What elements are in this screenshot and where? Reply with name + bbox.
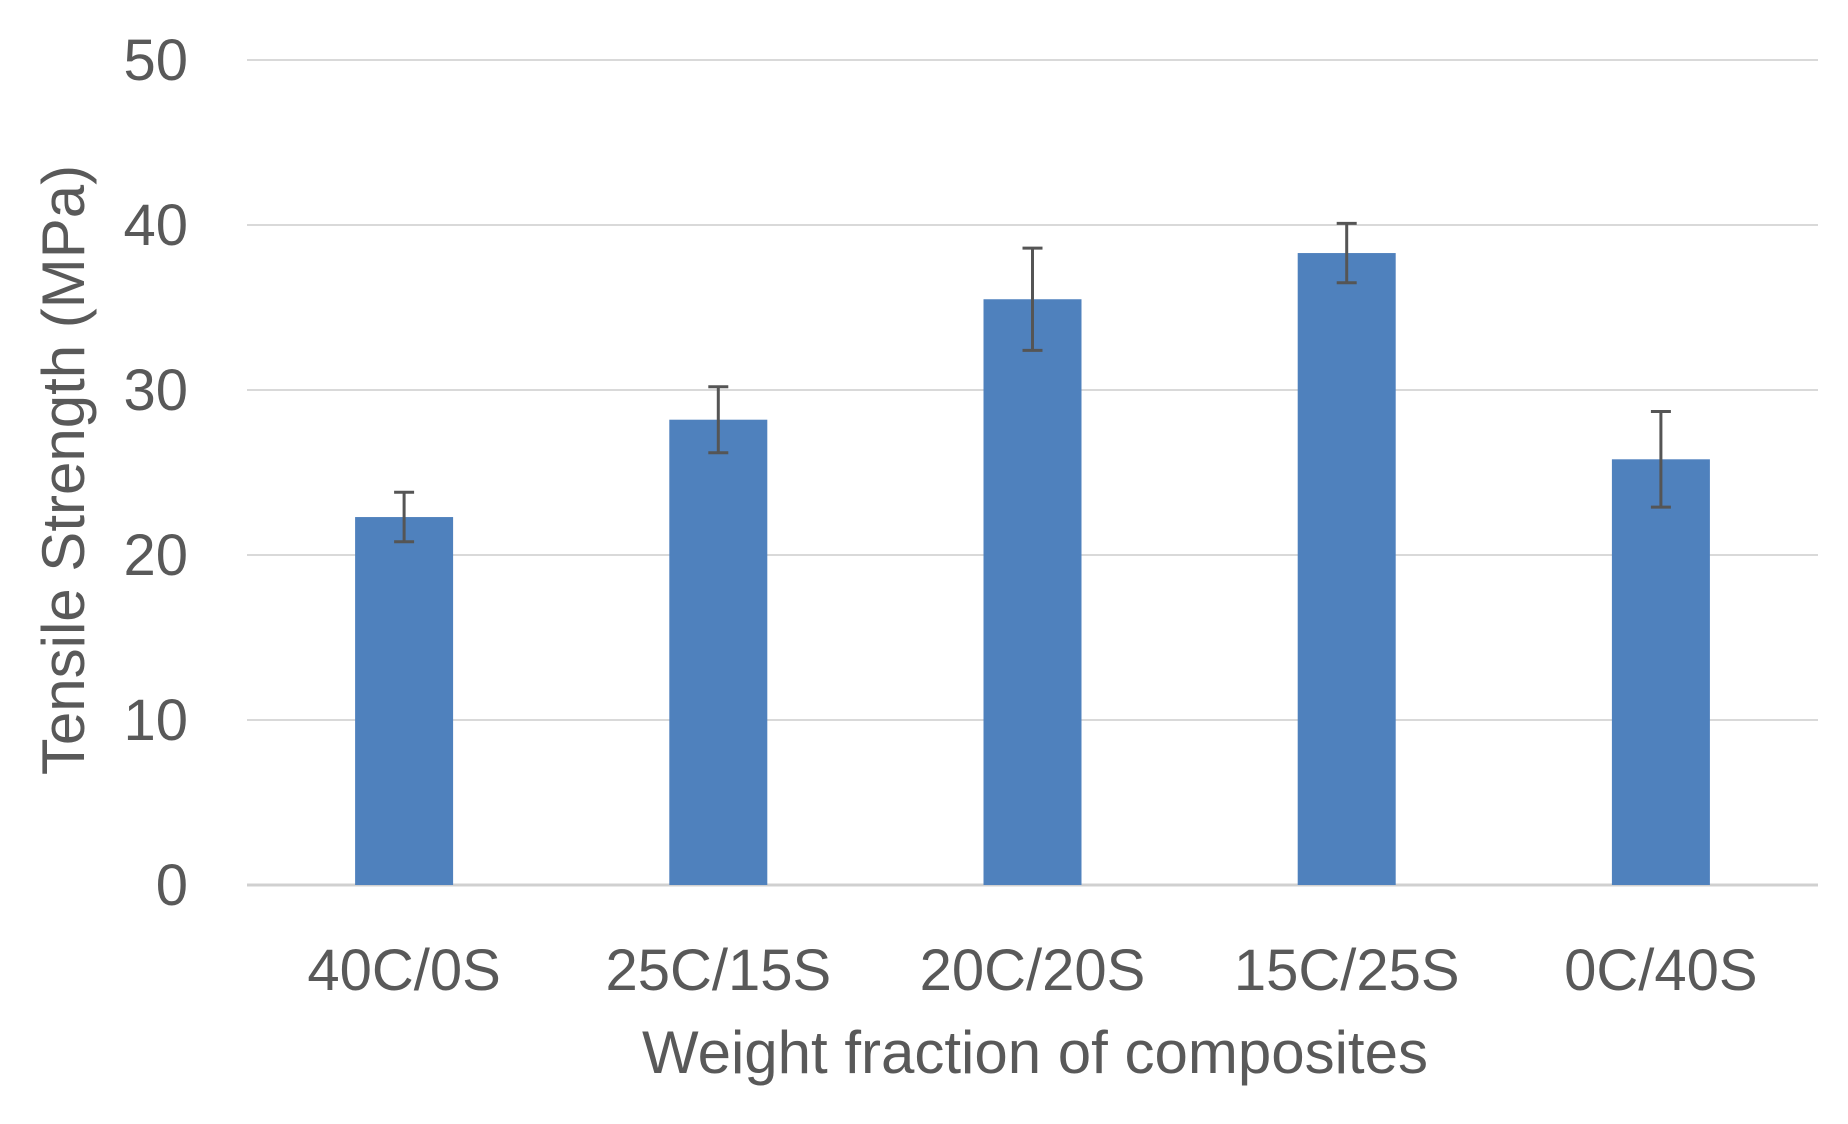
bar [1611, 459, 1710, 885]
error-bar [1336, 221, 1357, 285]
y-tick-label: 30 [123, 358, 188, 423]
bar [669, 419, 768, 885]
x-axis-title: Weight fraction of composites [642, 1019, 1428, 1086]
y-axis-ticks: 0 10 20 30 40 50 [123, 28, 188, 918]
bar [355, 517, 454, 885]
y-tick-label: 40 [123, 193, 188, 258]
x-tick-label: 0C/40S [1564, 938, 1757, 1003]
y-tick-label: 10 [123, 688, 188, 753]
error-bar [394, 490, 415, 544]
bar [1297, 253, 1396, 886]
y-tick-label: 0 [156, 853, 188, 918]
y-tick-label: 20 [123, 523, 188, 588]
error-bar [708, 385, 729, 455]
x-tick-label: 40C/0S [307, 938, 500, 1003]
x-tick-label: 15C/25S [1234, 938, 1460, 1003]
x-tick-label: 25C/15S [605, 938, 831, 1003]
y-tick-label: 50 [123, 28, 188, 93]
y-axis-title: Tensile Strength (MPa) [30, 165, 97, 775]
error-bar [1650, 409, 1671, 509]
x-tick-label: 20C/20S [920, 938, 1146, 1003]
error-bar [1022, 246, 1043, 352]
bars [355, 253, 1710, 886]
x-axis-ticks: 40C/0S 25C/15S 20C/20S 15C/25S 0C/40S [307, 938, 1757, 1003]
bar [983, 299, 1082, 885]
error-bars [394, 221, 1671, 544]
